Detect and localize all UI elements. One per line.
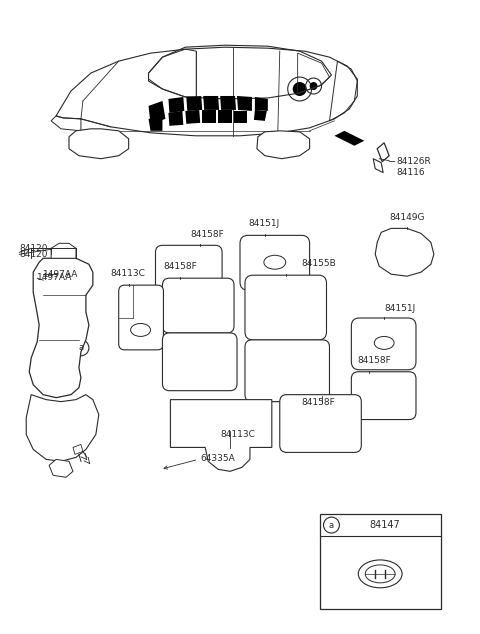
Polygon shape [168,97,184,113]
Text: 1497AA: 1497AA [37,273,72,281]
Ellipse shape [262,137,304,155]
Ellipse shape [78,137,120,155]
Text: a: a [78,344,84,353]
Circle shape [43,347,59,363]
Polygon shape [148,101,166,124]
FancyBboxPatch shape [280,394,361,453]
FancyBboxPatch shape [320,514,441,609]
Polygon shape [218,110,232,123]
FancyBboxPatch shape [245,275,326,340]
Text: 84120: 84120 [19,250,48,259]
Text: 84113C: 84113C [111,269,145,278]
Polygon shape [234,111,247,123]
Polygon shape [148,117,162,131]
Polygon shape [255,97,268,111]
FancyBboxPatch shape [156,245,222,297]
Ellipse shape [85,139,113,152]
Circle shape [310,82,318,90]
Polygon shape [257,131,310,158]
Polygon shape [254,110,267,121]
Ellipse shape [264,256,286,269]
Ellipse shape [365,565,395,583]
Text: 84158F: 84158F [357,356,391,365]
Circle shape [73,340,89,356]
Circle shape [66,323,80,337]
Polygon shape [168,111,183,126]
FancyBboxPatch shape [39,332,61,362]
Polygon shape [26,394,99,462]
Text: 84158F: 84158F [190,230,224,240]
Text: 1497AA: 1497AA [43,269,79,279]
FancyBboxPatch shape [162,278,234,333]
Text: 84158F: 84158F [164,262,197,271]
Ellipse shape [358,560,402,588]
Text: 84120: 84120 [19,244,48,253]
Text: 84126R: 84126R [396,157,431,165]
Circle shape [47,271,65,289]
Polygon shape [49,460,73,477]
Polygon shape [220,96,236,110]
Ellipse shape [269,139,297,152]
FancyBboxPatch shape [119,285,164,350]
Ellipse shape [411,238,427,249]
Circle shape [50,312,62,324]
Polygon shape [375,228,434,276]
Text: 84151J: 84151J [248,219,279,228]
Polygon shape [69,129,129,158]
Text: 84151J: 84151J [384,304,415,313]
Text: 84149G: 84149G [389,214,425,223]
FancyBboxPatch shape [351,318,416,370]
Polygon shape [73,444,83,455]
Ellipse shape [131,323,151,337]
Polygon shape [170,399,272,471]
Text: a: a [329,521,334,529]
Ellipse shape [374,337,394,349]
Polygon shape [335,131,364,146]
Text: 84113C: 84113C [220,429,255,439]
Circle shape [324,517,339,533]
Text: 64335A: 64335A [200,455,235,463]
Polygon shape [237,96,252,111]
Ellipse shape [400,254,414,262]
Polygon shape [29,258,93,398]
FancyBboxPatch shape [162,333,237,391]
Polygon shape [203,96,219,110]
Text: 84158F: 84158F [301,398,336,406]
Ellipse shape [386,261,400,269]
Polygon shape [185,110,200,124]
Polygon shape [202,110,216,123]
FancyBboxPatch shape [351,372,416,420]
FancyBboxPatch shape [245,340,329,401]
Text: 84155B: 84155B [301,259,336,268]
Polygon shape [186,96,202,111]
Ellipse shape [412,258,426,266]
Ellipse shape [221,434,239,445]
Circle shape [63,364,75,376]
Ellipse shape [194,418,216,432]
Circle shape [62,295,76,309]
FancyBboxPatch shape [240,235,310,290]
Circle shape [293,82,307,96]
Text: 84147: 84147 [369,520,400,530]
Text: 84116: 84116 [396,167,425,177]
Polygon shape [51,243,76,258]
Ellipse shape [385,240,403,251]
